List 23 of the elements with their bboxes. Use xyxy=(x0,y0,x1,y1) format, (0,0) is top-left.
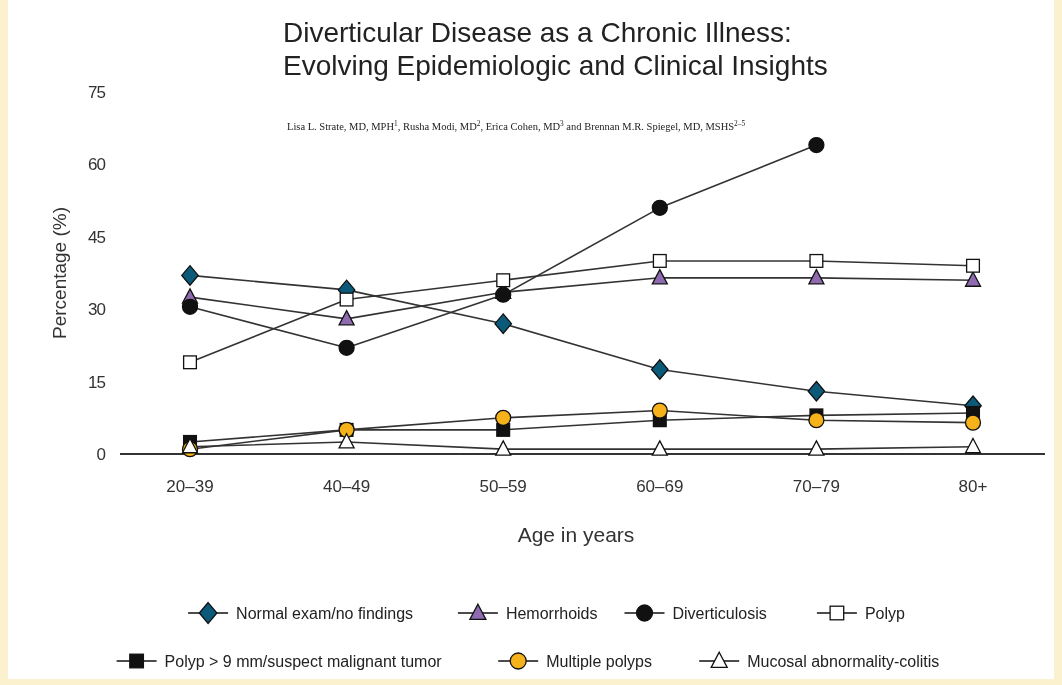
y-tick-label: 30 xyxy=(88,300,106,320)
legend-label: Polyp xyxy=(864,604,906,622)
text: Lisa L. Strate, MD, MPH$^{1}$, Rusha Modi, MD$^{2}$, Erica Cohen, MD$^{3}$ and Brennan M.R. Spiegel, MD, MSHS$^{2–5}$ xyxy=(287,118,746,132)
legend-label: Normal exam/no findings xyxy=(236,604,414,622)
y-tick-label: 60 xyxy=(88,155,106,175)
x-tick-label: 70–79 xyxy=(792,477,841,496)
chart-title: Diverticular Disease as a Chronic Illness: Evolving Epidemiologic and Clinical Insights xyxy=(283,17,828,81)
x-tick-label: 20–39 xyxy=(166,477,214,496)
legend-label: Mucosal abnormality-colitis xyxy=(747,652,940,670)
x-tick-label: 40–49 xyxy=(322,477,371,496)
legend-label: Hemorrhoids xyxy=(505,604,598,622)
x-tick-label: 60–69 xyxy=(636,477,684,496)
y-tick-label: 45 xyxy=(88,227,106,247)
x-axis-title: Age in years xyxy=(517,523,635,546)
legend-label: Polyp > 9 mm/suspect malignant tumor xyxy=(164,652,443,670)
y-axis-title: Percentage (%) xyxy=(49,206,70,340)
legend-label: Multiple polyps xyxy=(546,652,653,670)
y-tick-label: 15 xyxy=(88,372,106,392)
legend-label: Diverticulosis xyxy=(672,604,767,622)
x-tick-label: 50–59 xyxy=(479,477,527,496)
y-tick-label: 75 xyxy=(88,82,106,102)
y-tick-label: 0 xyxy=(96,444,106,464)
x-tick-label: 80+ xyxy=(958,477,988,496)
